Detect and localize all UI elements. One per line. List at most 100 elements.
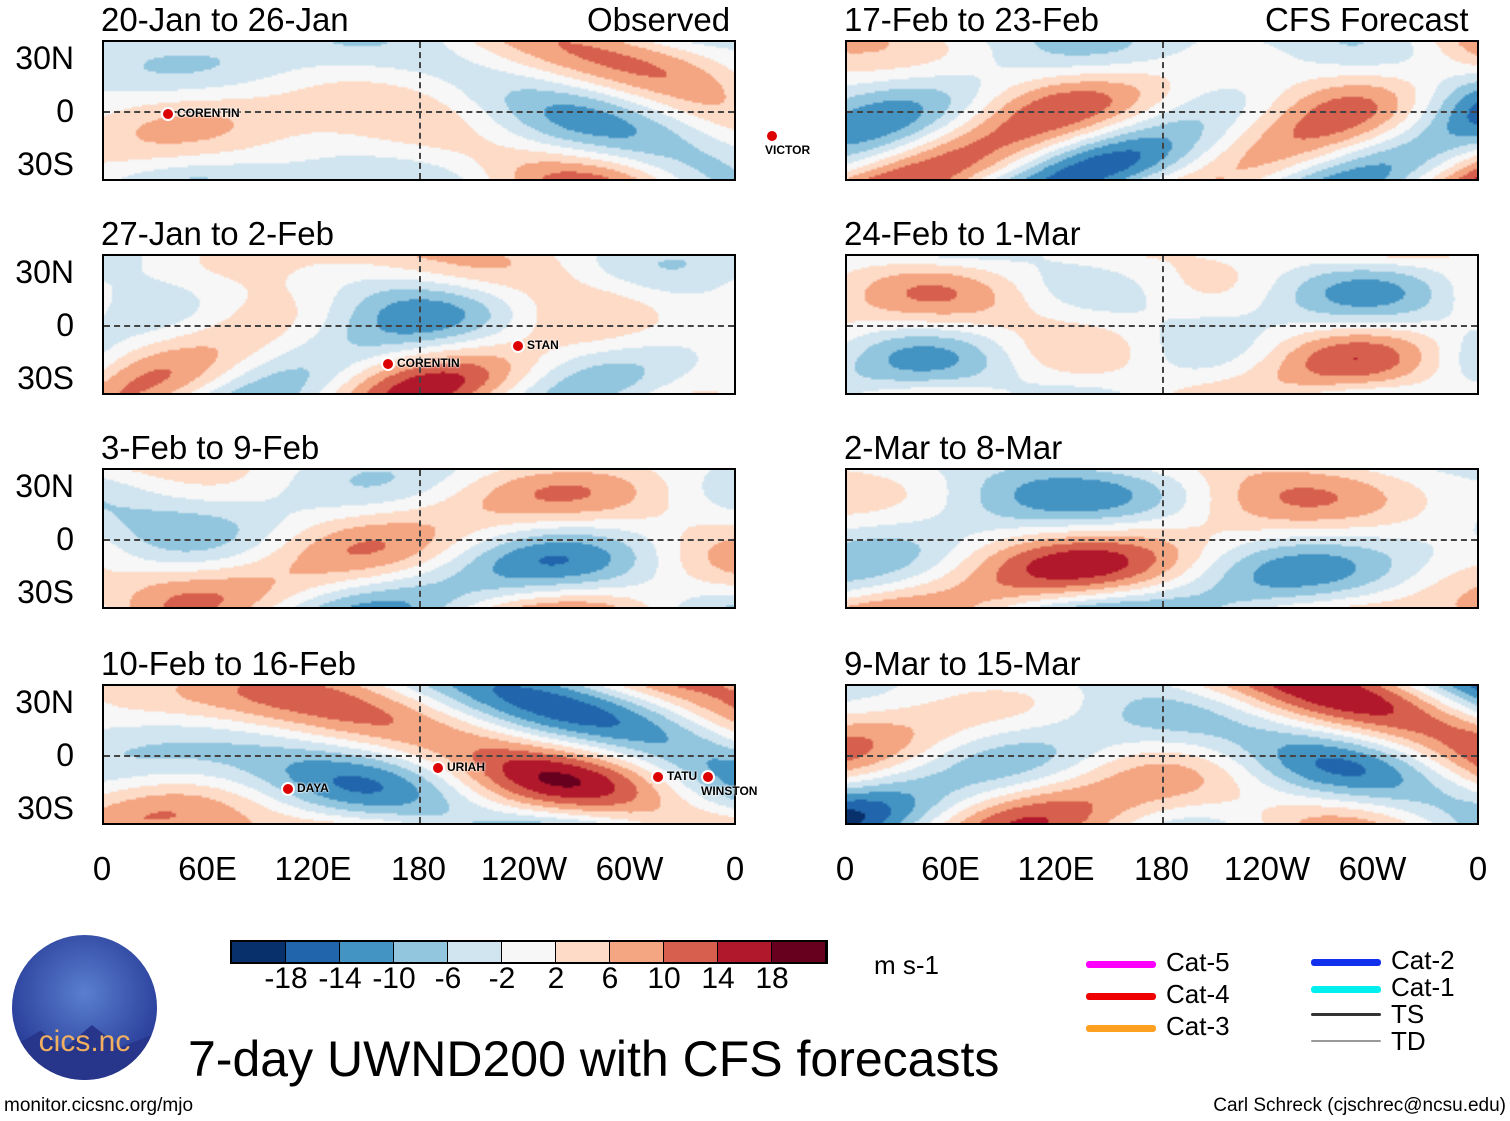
- lon-label: 60W: [1338, 850, 1407, 887]
- lat-label: 0: [56, 93, 74, 129]
- colorbar-tick: 6: [601, 962, 619, 995]
- cyclone-icon: [381, 356, 395, 371]
- lat-label: 30N: [15, 254, 74, 290]
- map-panel: STAN CORENTIN: [102, 254, 736, 395]
- legend-line-icon: [1311, 986, 1381, 993]
- legend-line-icon: [1086, 993, 1156, 1000]
- legend-item: TD: [1311, 1026, 1426, 1057]
- legend-item: Cat-2: [1311, 945, 1455, 976]
- footer-author: Carl Schreck (cjschrec@ncsu.edu): [1213, 1095, 1506, 1116]
- legend-label: Cat-2: [1391, 945, 1455, 975]
- legend-item: Cat-1: [1311, 972, 1455, 1003]
- lat-label: 30S: [17, 574, 74, 610]
- storm-name: DAYA: [297, 781, 329, 795]
- lon-label: 0: [1468, 850, 1488, 887]
- colorbar-tick: -6: [434, 962, 462, 995]
- lon-label: 120E: [274, 850, 352, 887]
- storm-marker: VICTOR: [765, 128, 810, 157]
- lat-label: 30S: [17, 360, 74, 396]
- map-panel: CORENTIN VICTOR: [102, 40, 810, 181]
- figure-title: 7-day UWND200 with CFS forecasts: [188, 1031, 1000, 1087]
- dateline: [419, 686, 421, 823]
- legend-item: Cat-3: [1086, 1011, 1230, 1042]
- map-panel: [845, 254, 1479, 395]
- storm-marker: URIAH: [431, 760, 485, 775]
- cyclone-icon: [765, 128, 779, 143]
- cyclone-icon: [161, 106, 175, 121]
- colorbar-swatch: [502, 942, 556, 962]
- legend-line-icon: [1311, 959, 1381, 966]
- lon-label: 60E: [921, 850, 980, 887]
- lon-label: 180: [1133, 850, 1190, 887]
- colorbar-swatch: [772, 942, 826, 962]
- dateline: [1162, 470, 1164, 607]
- storm-name: CORENTIN: [397, 356, 460, 370]
- colorbar-units: m s-1: [874, 950, 939, 980]
- map-panel: URIAH DAYA TATU WINSTON: [102, 684, 757, 825]
- colorbar-tick: -18: [264, 962, 308, 995]
- lat-label: 30S: [17, 790, 74, 826]
- storm-marker: DAYA: [281, 781, 329, 796]
- storm-name: URIAH: [447, 760, 485, 774]
- colorbar-swatch: [394, 942, 448, 962]
- footer-url: monitor.cicsnc.org/mjo: [4, 1095, 194, 1116]
- lon-label: 0: [835, 850, 855, 887]
- lat-label: 30N: [15, 684, 74, 720]
- colorbar-tick: 18: [755, 962, 789, 995]
- colorbar-tick: -14: [318, 962, 362, 995]
- colorbar-tick: 2: [547, 962, 565, 995]
- lon-label: 120E: [1017, 850, 1095, 887]
- lat-label: 30N: [15, 468, 74, 504]
- colorbar-swatch: [610, 942, 664, 962]
- colorbar-swatch: [664, 942, 718, 962]
- cyclone-icon: [431, 760, 445, 775]
- legend-label: Cat-1: [1391, 972, 1455, 1002]
- dateline: [419, 256, 421, 393]
- colorbar-swatch: [448, 942, 502, 962]
- legend-label: Cat-4: [1166, 979, 1230, 1009]
- map-panel: [845, 684, 1479, 825]
- colorbar-swatch: [286, 942, 340, 962]
- legend-label: Cat-5: [1166, 947, 1230, 977]
- map-panel: [845, 40, 1479, 181]
- lon-label: 180: [390, 850, 447, 887]
- storm-marker: STAN: [511, 338, 559, 353]
- panel-title: 10-Feb to 16-Feb: [101, 645, 356, 682]
- panel-title: 2-Mar to 8-Mar: [844, 429, 1063, 466]
- legend-item: Cat-5: [1086, 947, 1230, 978]
- lon-label: 0: [725, 850, 745, 887]
- lon-label: 60E: [178, 850, 237, 887]
- legend-line-icon: [1086, 961, 1156, 968]
- storm-name: STAN: [527, 338, 559, 352]
- legend-label: Cat-3: [1166, 1011, 1230, 1041]
- storm-name: CORENTIN: [177, 106, 240, 120]
- dateline: [1162, 686, 1164, 823]
- lon-label: 120W: [1223, 850, 1311, 887]
- legend-line-icon: [1086, 1025, 1156, 1032]
- panel-title: 3-Feb to 9-Feb: [101, 429, 320, 466]
- cyclone-icon: [281, 781, 295, 796]
- panel-title: 24-Feb to 1-Mar: [844, 215, 1081, 252]
- storm-marker: CORENTIN: [381, 356, 460, 371]
- legend-line-icon: [1311, 1040, 1381, 1042]
- colorbar: [230, 940, 828, 964]
- storm-marker: CORENTIN: [161, 106, 240, 121]
- cyclone-icon: [701, 769, 715, 784]
- colorbar-swatch: [556, 942, 610, 962]
- legend-item: Cat-4: [1086, 979, 1230, 1010]
- colorbar-tick: 10: [647, 962, 681, 995]
- lat-label: 0: [56, 307, 74, 343]
- lat-label: 30N: [15, 40, 74, 76]
- observed-header: Observed: [587, 1, 731, 38]
- storm-name: WINSTON: [701, 783, 758, 798]
- dateline: [419, 470, 421, 607]
- legend-item: TS: [1311, 999, 1424, 1030]
- lat-label: 0: [56, 521, 74, 557]
- lon-label: 0: [92, 850, 112, 887]
- panel-title: 27-Jan to 2-Feb: [101, 215, 334, 252]
- dateline: [1162, 256, 1164, 393]
- map-panel: [102, 468, 736, 609]
- cyclone-icon: [511, 338, 525, 353]
- colorbar-tick: 14: [701, 962, 735, 995]
- lat-label: 30S: [17, 146, 74, 182]
